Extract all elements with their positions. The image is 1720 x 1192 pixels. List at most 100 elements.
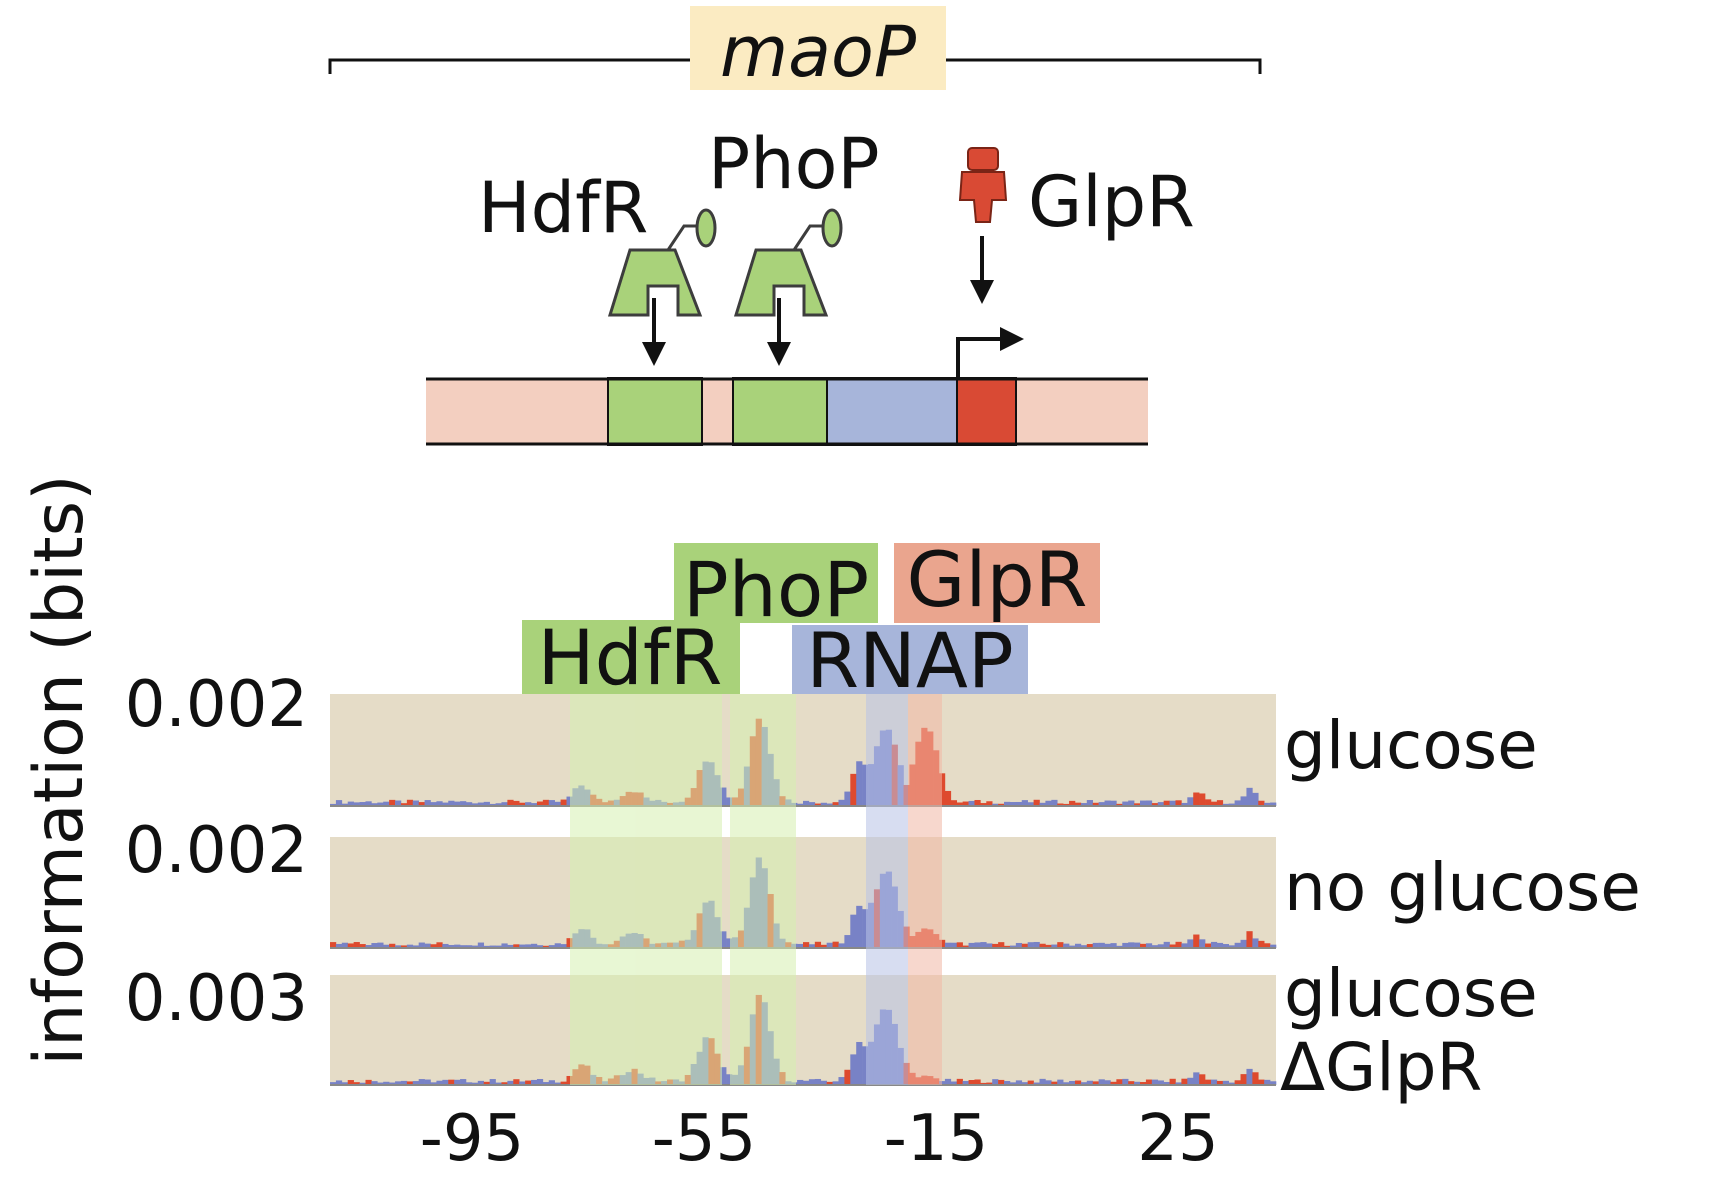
- info-bar: [1086, 800, 1094, 806]
- info-bar: [1252, 792, 1259, 806]
- info-bar: [548, 800, 555, 806]
- info-bar: [525, 802, 532, 806]
- factor-label-glpr: GlpR: [1028, 161, 1195, 243]
- info-bar: [1074, 1080, 1082, 1085]
- info-bar: [986, 943, 993, 948]
- info-bar: [424, 1079, 431, 1085]
- info-bar: [1140, 800, 1147, 806]
- info-bar: [1151, 945, 1159, 948]
- info-bar: [442, 943, 449, 948]
- info-bar: [950, 1081, 958, 1085]
- info-bar: [1051, 799, 1058, 806]
- info-bar: [1205, 943, 1212, 948]
- info-bar: [471, 803, 479, 806]
- info-bar: [998, 1079, 1005, 1085]
- info-bar: [1027, 1080, 1034, 1085]
- info-bar: [980, 1082, 987, 1085]
- info-bar: [797, 1079, 804, 1085]
- info-bar: [1134, 1081, 1141, 1085]
- info-bar: [365, 945, 372, 948]
- info-bar: [1063, 1082, 1070, 1085]
- info-bar: [389, 799, 396, 806]
- info-bar: [1074, 943, 1082, 948]
- info-bar: [424, 943, 431, 948]
- info-bar: [430, 1082, 437, 1085]
- info-bar: [436, 1080, 443, 1085]
- info-bar: [430, 802, 437, 806]
- info-bar: [507, 944, 514, 948]
- info-bar: [950, 942, 958, 948]
- info-bar: [1116, 803, 1123, 806]
- info-bar: [495, 945, 502, 948]
- track-glucose: 0.002 glucose: [125, 668, 1538, 807]
- info-bar: [1033, 941, 1040, 948]
- info-bar: [1258, 1079, 1265, 1085]
- info-bar: [1039, 943, 1046, 948]
- info-bar: [974, 942, 981, 948]
- info-bar: [1193, 1072, 1200, 1085]
- info-bar: [1157, 1080, 1164, 1085]
- info-bar: [560, 944, 567, 948]
- info-bar: [1004, 1081, 1011, 1085]
- hdfr-highlight-column: [570, 694, 722, 1085]
- info-bar: [531, 1079, 538, 1085]
- info-bar: [838, 1077, 845, 1085]
- info-bar: [856, 1041, 863, 1085]
- info-bar: [454, 944, 461, 948]
- track-ymax-label: 0.003: [125, 962, 308, 1036]
- info-bar: [968, 942, 975, 948]
- info-bar: [519, 944, 526, 948]
- info-bar: [1246, 931, 1253, 948]
- info-bar: [548, 1080, 555, 1085]
- info-bar: [992, 943, 999, 948]
- x-tick-label: -55: [652, 1102, 757, 1176]
- info-bar: [560, 799, 567, 806]
- info-bar: [1199, 793, 1206, 806]
- info-bar: [1104, 800, 1111, 806]
- info-bar: [1145, 943, 1153, 948]
- info-bar: [826, 1081, 833, 1085]
- info-bar: [820, 1080, 827, 1085]
- arrow-hdfr-to-site: [642, 298, 666, 366]
- info-bar: [359, 944, 366, 948]
- info-bar: [1240, 939, 1247, 948]
- info-bar: [992, 1079, 999, 1085]
- info-bar: [554, 1082, 561, 1085]
- info-bar: [1027, 802, 1034, 806]
- info-bar: [844, 935, 851, 948]
- info-bar: [566, 796, 573, 806]
- info-bar: [1063, 943, 1070, 948]
- info-bar: [850, 1054, 857, 1085]
- track-ymax-label: 0.002: [125, 814, 308, 888]
- info-bar: [377, 942, 384, 948]
- info-bar: [525, 1080, 532, 1085]
- info-bar: [1163, 800, 1170, 806]
- info-bar: [341, 1082, 349, 1085]
- x-tick-label: -95: [420, 1102, 525, 1176]
- info-bar: [465, 945, 473, 948]
- info-bar: [501, 1082, 508, 1085]
- info-bar: [400, 945, 408, 948]
- info-bar: [838, 943, 845, 948]
- info-bar: [483, 945, 490, 948]
- info-bar: [862, 764, 869, 806]
- info-bar: [1228, 803, 1235, 806]
- info-bar: [1193, 792, 1200, 806]
- info-bar: [1157, 944, 1164, 948]
- info-bar: [1009, 802, 1017, 806]
- info-bar: [1193, 934, 1200, 948]
- x-tick-label: -15: [884, 1102, 989, 1176]
- info-bar: [820, 802, 827, 806]
- info-bar: [1187, 939, 1194, 948]
- info-bar: [1216, 1080, 1224, 1085]
- info-bar: [1216, 800, 1224, 806]
- info-bar: [1175, 1082, 1182, 1085]
- info-bar: [832, 941, 839, 948]
- info-bar: [1222, 803, 1229, 806]
- info-bar: [1069, 945, 1076, 948]
- info-bar: [1021, 1082, 1028, 1085]
- info-bar: [371, 943, 378, 948]
- info-bar: [1080, 1082, 1088, 1085]
- factor-label-phop: PhoP: [708, 123, 880, 205]
- info-bar: [1098, 1079, 1105, 1085]
